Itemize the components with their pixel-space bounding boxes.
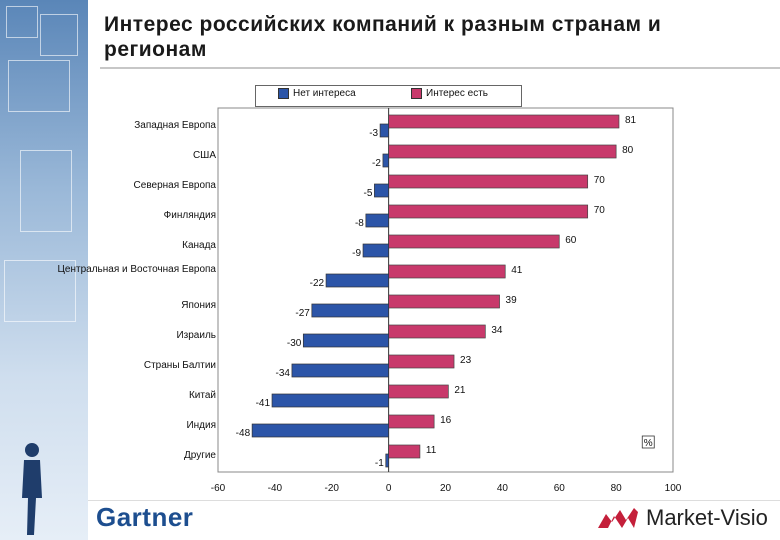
chart-legend: Нет интереса Интерес есть — [255, 85, 522, 107]
bar-no-interest — [385, 453, 389, 468]
data-label-interest: 60 — [565, 235, 577, 246]
category-label: Китай — [188, 390, 216, 401]
x-tick-label: -20 — [325, 483, 340, 494]
data-label-no-interest: -9 — [352, 248, 361, 259]
page-title: Интерес российских компаний к разным стр… — [104, 13, 662, 61]
bar-interest — [388, 114, 620, 129]
data-label-interest: 11 — [426, 445, 437, 456]
data-label-no-interest: -48 — [236, 428, 251, 439]
category-label: Канада — [182, 240, 216, 251]
x-tick-label: 100 — [665, 483, 682, 494]
x-tick-label: 40 — [497, 483, 509, 494]
category-label: Страны Балтии — [143, 360, 216, 371]
x-tick-label: 20 — [440, 483, 452, 494]
data-label-no-interest: -1 — [375, 458, 384, 469]
bar-no-interest — [325, 273, 389, 288]
category-label: Финляндия — [163, 210, 216, 221]
category-label: Другие — [183, 450, 216, 461]
market-visio-mark-icon — [598, 508, 638, 528]
unit-box — [641, 435, 655, 449]
legend-item-interest: Интерес есть — [411, 88, 488, 99]
bar-interest — [388, 384, 449, 399]
unit-label: % — [644, 438, 653, 449]
data-label-interest: 80 — [622, 145, 634, 156]
legend-swatch-no-interest — [278, 88, 289, 99]
bar-no-interest — [291, 363, 389, 378]
category-label: США — [192, 150, 216, 161]
data-label-no-interest: -41 — [256, 398, 271, 409]
bar-no-interest — [365, 213, 389, 228]
bar-no-interest — [251, 423, 389, 438]
data-label-interest: 34 — [491, 325, 503, 336]
data-label-no-interest: -34 — [275, 368, 290, 379]
bar-no-interest — [311, 303, 389, 318]
bar-no-interest — [379, 123, 389, 138]
sidebar-tile — [4, 260, 76, 322]
data-label-no-interest: -22 — [310, 278, 325, 289]
bar-interest — [388, 444, 421, 459]
bar-interest — [388, 354, 455, 369]
data-label-interest: 16 — [440, 415, 452, 426]
bar-no-interest — [362, 243, 389, 258]
bar-interest — [388, 144, 617, 159]
data-label-no-interest: -30 — [287, 338, 302, 349]
market-visio-text: Market-Visio — [646, 505, 768, 530]
data-label-no-interest: -27 — [295, 308, 310, 319]
data-label-interest: 70 — [594, 175, 606, 186]
bar-interest — [388, 264, 506, 279]
bar-no-interest — [271, 393, 389, 408]
data-label-interest: 39 — [506, 295, 518, 306]
gartner-logo: Gartner — [96, 502, 194, 532]
category-label: Израиль — [176, 330, 216, 341]
data-label-no-interest: -5 — [364, 188, 373, 199]
category-label: Северная Европа — [133, 180, 216, 191]
sidebar-tile — [6, 6, 38, 38]
x-tick-label: -40 — [268, 483, 283, 494]
bar-no-interest — [374, 183, 389, 198]
title-divider — [100, 67, 780, 69]
bar-interest — [388, 204, 589, 219]
data-label-interest: 70 — [594, 205, 606, 216]
data-label-interest: 41 — [511, 265, 523, 276]
bar-interest — [388, 174, 589, 189]
legend-label-no-interest: Нет интереса — [293, 88, 356, 99]
bar-interest — [388, 294, 500, 309]
sidebar-tile — [8, 60, 70, 112]
x-tick-label: 60 — [554, 483, 566, 494]
bar-interest — [388, 234, 560, 249]
footer-divider — [88, 500, 780, 501]
category-label: Западная Европа — [134, 120, 216, 131]
x-tick-label: 0 — [386, 483, 392, 494]
data-label-interest: 81 — [625, 115, 637, 126]
bar-no-interest — [302, 333, 389, 348]
category-label: Япония — [181, 300, 216, 311]
bar-no-interest — [382, 153, 389, 168]
legend-swatch-interest — [411, 88, 422, 99]
market-visio-logo: Market-Visio — [596, 505, 768, 531]
legend-item-no-interest: Нет интереса — [278, 88, 356, 99]
data-label-interest: 21 — [454, 385, 466, 396]
category-label: Индия — [186, 420, 216, 431]
sidebar-tile — [40, 14, 78, 56]
data-label-interest: 23 — [460, 355, 472, 366]
x-tick-label: -60 — [211, 483, 226, 494]
x-tick-label: 80 — [611, 483, 623, 494]
plot-frame — [217, 107, 674, 473]
decorative-sidebar — [0, 0, 88, 540]
walking-person-icon — [22, 443, 42, 535]
category-label: Центральная и Восточная Европа — [57, 264, 216, 275]
legend-label-interest: Интерес есть — [426, 88, 488, 99]
data-label-no-interest: -2 — [372, 158, 381, 169]
data-label-no-interest: -3 — [369, 128, 378, 139]
data-label-no-interest: -8 — [355, 218, 364, 229]
bar-interest — [388, 414, 435, 429]
sidebar-tile — [20, 150, 72, 232]
bar-interest — [388, 324, 486, 339]
